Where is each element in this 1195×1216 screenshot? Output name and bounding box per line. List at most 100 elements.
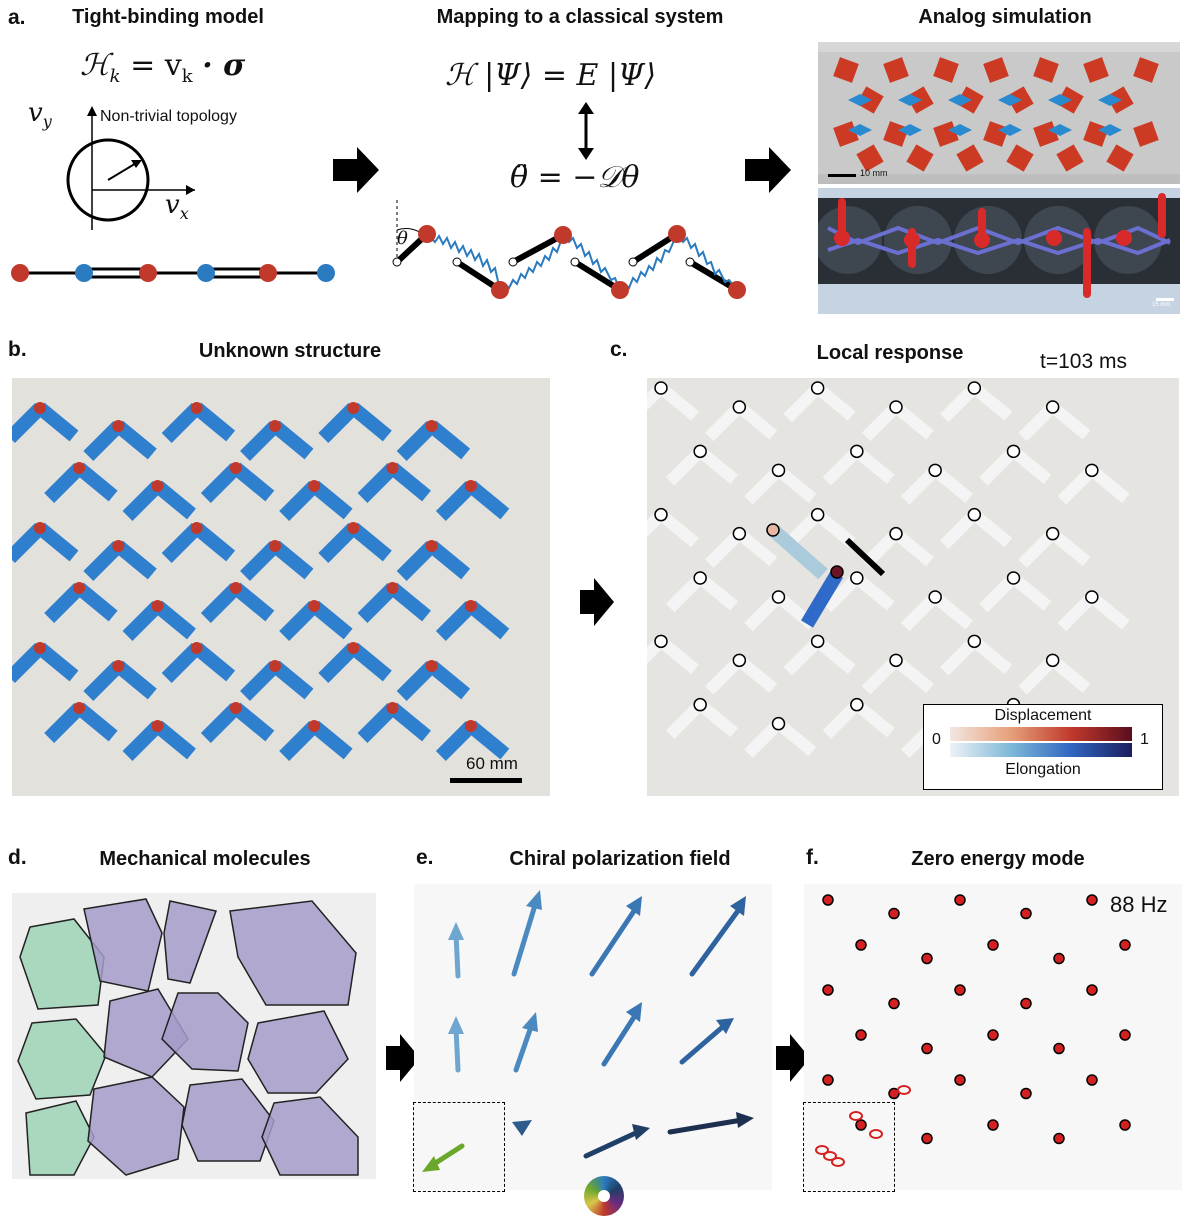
lattice-beam — [774, 465, 817, 503]
lattice-beam — [647, 637, 666, 664]
unknown-structure-photo: 60 mm — [12, 378, 550, 796]
lattice-beam — [657, 383, 699, 421]
lattice-beam — [735, 402, 778, 440]
lattice-beam — [309, 720, 353, 760]
lattice-node — [464, 600, 477, 612]
lattice-beam — [388, 462, 431, 502]
lattice-beam — [822, 700, 862, 739]
lattice-node — [308, 720, 321, 732]
lattice-node — [308, 480, 321, 492]
lattice-node — [73, 702, 86, 714]
zero-mode-node — [855, 1119, 867, 1131]
lattice-node — [269, 420, 281, 432]
elongation-colorbar — [950, 743, 1132, 757]
ssh-chain — [11, 264, 335, 282]
zero-mode-node — [921, 1132, 933, 1145]
lattice-beam — [1009, 573, 1052, 611]
panel-d-title: Mechanical molecules — [99, 848, 311, 870]
lattice-beam — [696, 573, 738, 611]
lattice-node — [425, 540, 438, 552]
lattice-node — [732, 526, 747, 541]
lattice-beam — [240, 541, 280, 581]
panel-d-label: d. — [8, 846, 27, 869]
lattice-node — [425, 660, 438, 672]
lattice-beam — [1018, 529, 1057, 568]
lattice-beam — [74, 462, 118, 502]
lattice-beam — [357, 463, 398, 503]
lattice-beam — [318, 643, 359, 683]
lattice-beam — [279, 481, 320, 521]
lattice-node — [73, 462, 86, 474]
lattice-node — [269, 660, 281, 672]
lattice-beam — [122, 481, 163, 521]
arrow-right-icon — [580, 578, 614, 626]
lattice-beam — [396, 661, 437, 701]
lattice-beam — [853, 700, 895, 738]
double-arrow-icon — [578, 102, 594, 160]
lattice-beam — [822, 573, 862, 613]
lattice-node — [151, 600, 164, 612]
lattice-node — [810, 634, 825, 649]
lattice-node — [112, 660, 125, 672]
lattice-node — [229, 582, 242, 594]
lattice-beam — [200, 463, 241, 503]
lattice-beam — [270, 540, 314, 580]
lattice-node — [967, 381, 982, 395]
color-wheel — [584, 1176, 624, 1216]
lattice-beam — [744, 719, 783, 758]
lattice-beam — [153, 720, 196, 760]
zero-mode-node — [987, 939, 999, 951]
zero-mode-field: 88 Hz — [804, 884, 1182, 1190]
scale-bar-b — [450, 778, 522, 783]
lattice-beam — [192, 522, 236, 562]
lattice-beam — [813, 383, 856, 421]
excited-beam — [768, 524, 828, 580]
zero-mode-node — [822, 894, 834, 906]
theta-label: θ — [397, 228, 408, 249]
lattice-beam — [270, 660, 314, 700]
lattice-beam — [113, 660, 157, 700]
lattice-beam — [12, 523, 45, 563]
zero-mode-node — [954, 984, 966, 996]
lattice-node — [386, 702, 399, 714]
lattice-beam — [1088, 592, 1130, 630]
scale-top: 10 mm — [860, 168, 888, 178]
lattice-node — [693, 697, 707, 712]
robotic-metamaterial-photo: 15 mm — [818, 188, 1180, 314]
lattice-beam — [44, 463, 85, 503]
topology-winding-diagram — [66, 106, 195, 230]
panel-a-title-right: Analog simulation — [918, 6, 1092, 28]
lattice-beam — [1018, 656, 1057, 695]
colorbar-legend: Displacement Elongation 0 1 — [923, 704, 1163, 790]
lattice-node — [347, 522, 360, 534]
lattice-beam — [427, 420, 471, 460]
lattice-beam — [900, 466, 940, 505]
edge-mode-node — [831, 1157, 845, 1167]
lattice-node — [928, 463, 942, 478]
lattice-node — [34, 402, 46, 414]
lattice-node — [464, 720, 477, 732]
lattice-beam — [153, 600, 196, 640]
lattice-node — [347, 402, 360, 414]
lattice-beam — [348, 642, 392, 682]
lattice-beam — [231, 582, 275, 622]
edge-mode-node — [897, 1085, 911, 1095]
zero-mode-node — [822, 984, 834, 996]
lattice-node — [850, 444, 864, 459]
lattice-node — [190, 402, 203, 414]
zero-mode-node — [987, 1119, 999, 1131]
lattice-beam — [435, 481, 476, 521]
lattice-beam — [940, 637, 979, 676]
zero-mode-node — [954, 894, 966, 906]
lattice-node — [464, 480, 477, 492]
lattice-node — [190, 642, 203, 654]
lattice-beam — [1009, 446, 1052, 484]
lattice-beam — [665, 573, 705, 613]
hammer-icon — [844, 537, 886, 577]
lattice-beam — [931, 465, 973, 503]
zero-mode-node — [888, 997, 900, 1010]
zero-mode-node — [1119, 1029, 1131, 1041]
lattice-beam — [1018, 402, 1057, 442]
lattice-beam — [735, 655, 778, 693]
panel-a-label: a. — [8, 6, 26, 29]
